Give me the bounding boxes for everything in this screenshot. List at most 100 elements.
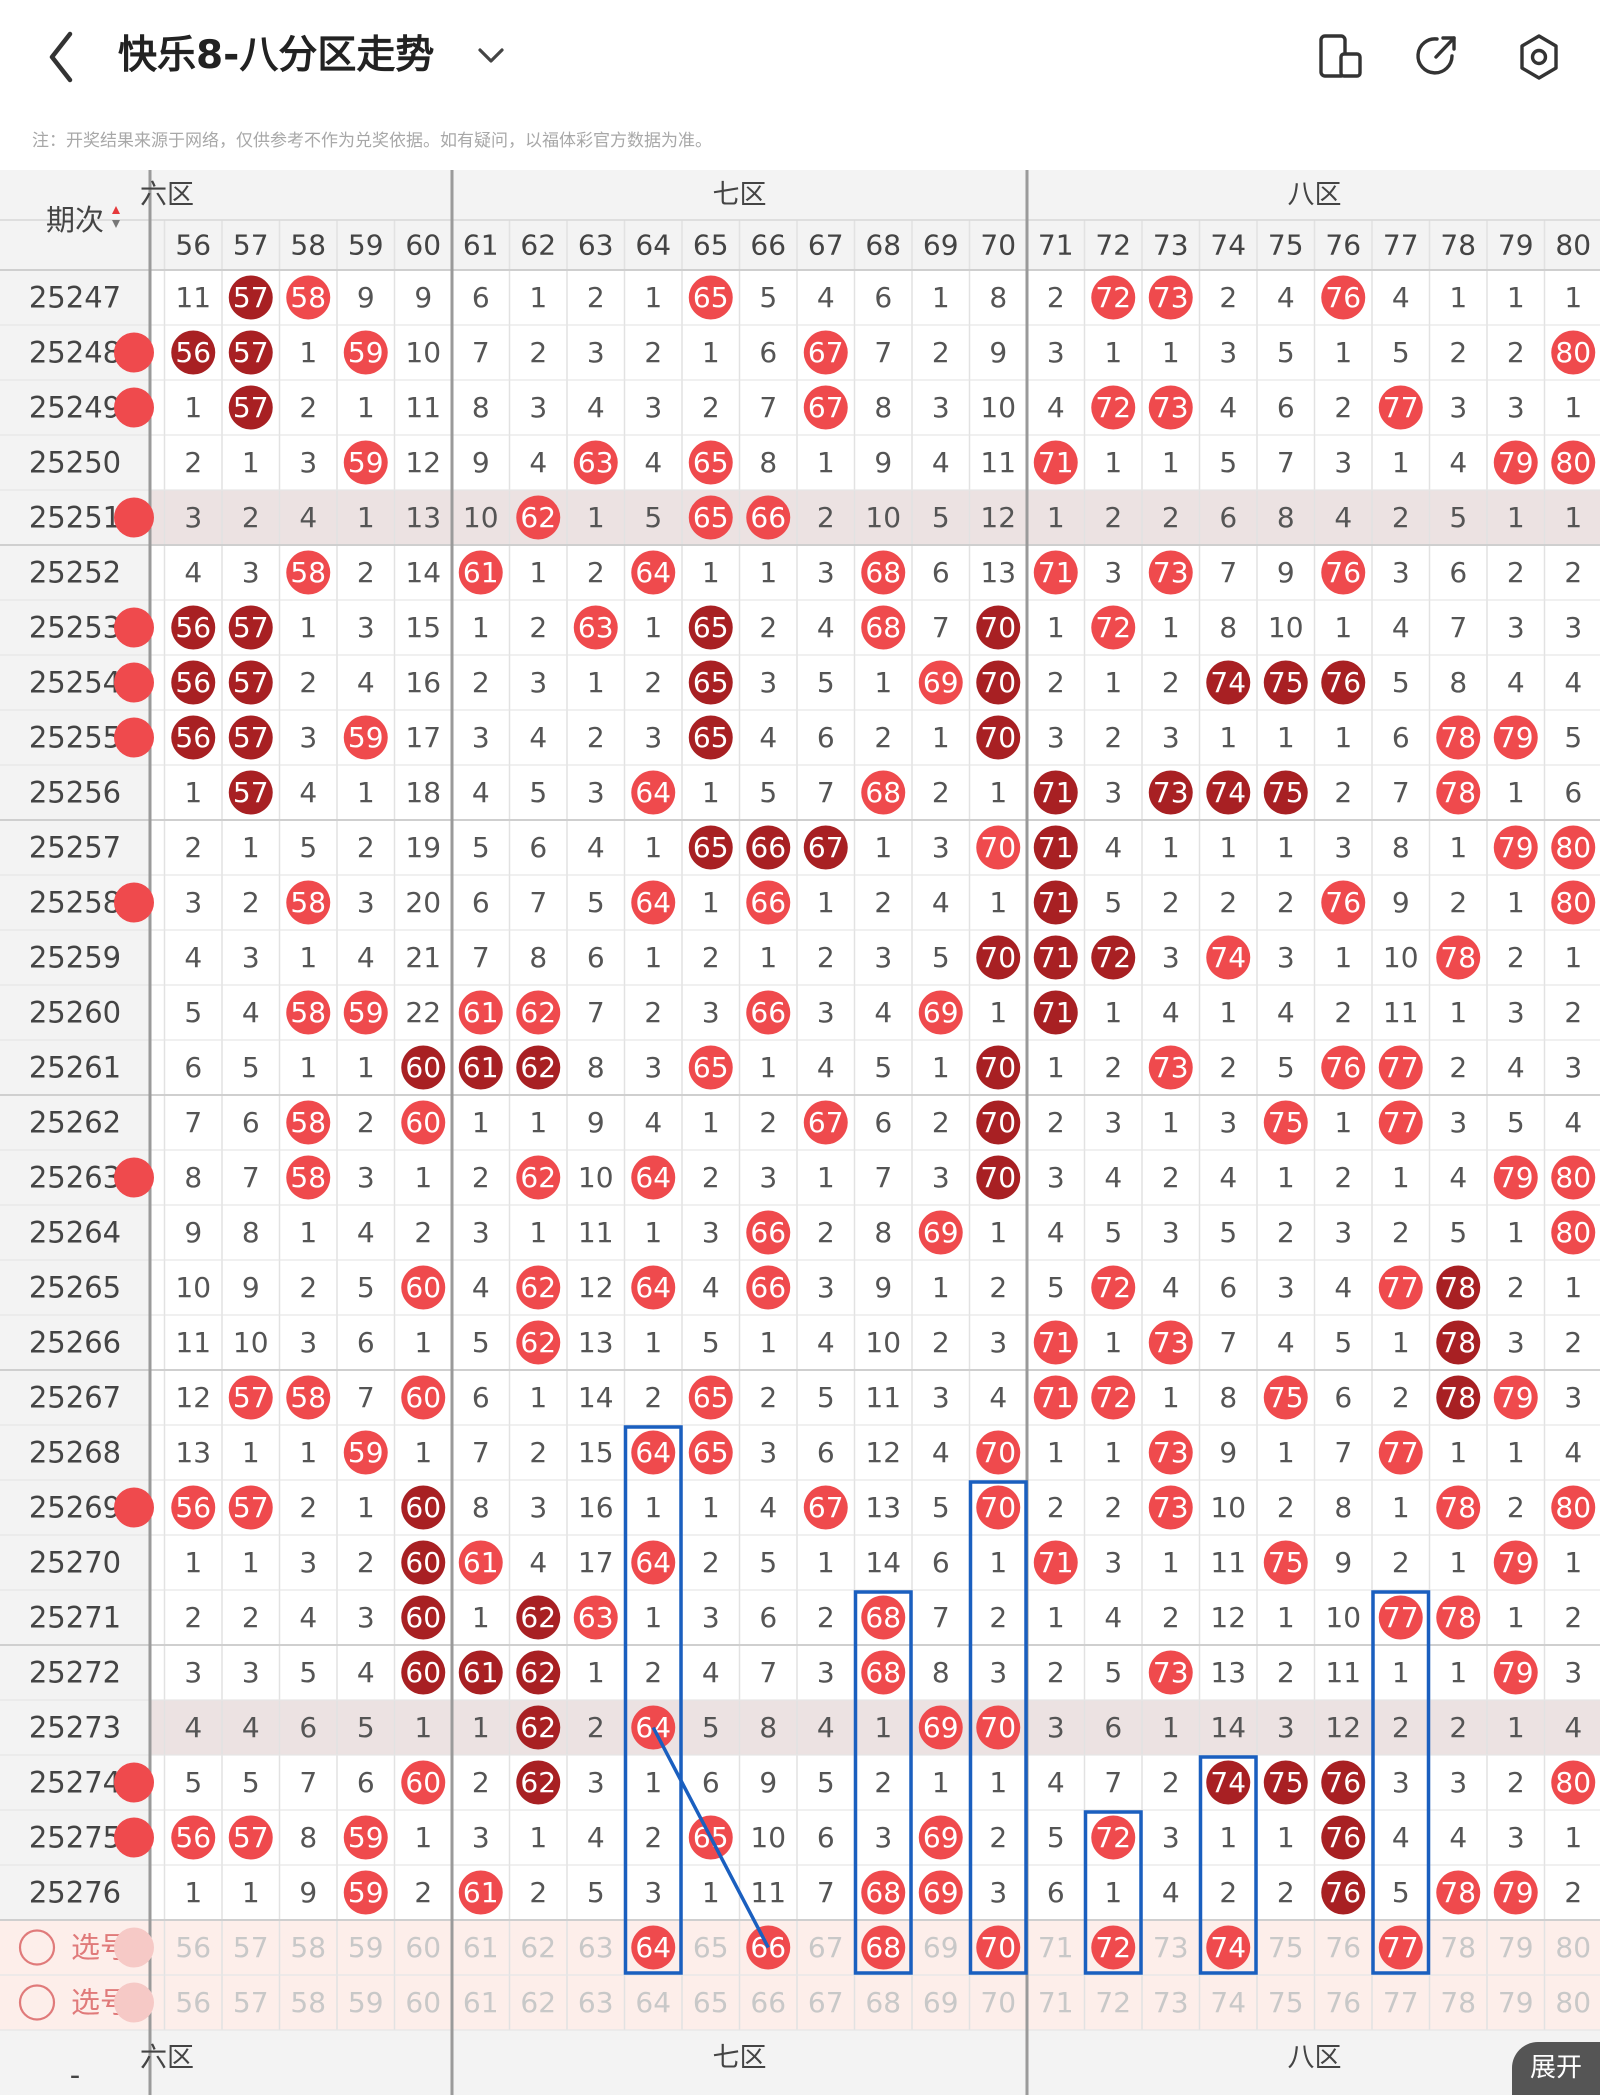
number-header: 63 [578,229,614,262]
hit-ball [343,715,388,760]
pick-radio-icon[interactable] [18,1929,56,1966]
chevron-down-icon[interactable] [474,38,508,74]
hit-ball [573,1595,618,1640]
hit-ball [343,1815,388,1860]
hit-ball [1263,1375,1308,1420]
miss-count: 8 [932,1656,950,1689]
selected-ball[interactable] [1206,1925,1251,1970]
miss-count: 3 [472,1821,490,1854]
back-chevron-icon[interactable] [38,24,88,90]
miss-count: 2 [242,501,260,534]
miss-count: 5 [702,1326,720,1359]
hit-ball [861,1650,906,1695]
hit-number: 64 [635,556,671,589]
pick-row[interactable]: 选号 56 57 58 59 60 61 62 63 64 65 66 67 68 69 70 71 72 73 74… [18,1925,1591,1970]
hit-number: 72 [1095,281,1131,314]
pick-row[interactable]: 选号 56 57 58 59 60 61 62 63 64 65 66 67 68 69 70 71 72 73 74… [18,1982,1591,2023]
miss-count: 9 [184,1216,202,1249]
miss-count: 3 [1104,556,1122,589]
miss-count: 5 [357,1271,375,1304]
hit-number: 75 [1268,1106,1304,1139]
miss-count: 7 [357,1381,375,1414]
hit-ball [1033,1320,1078,1365]
hit-ball [1551,1155,1596,1200]
hit-number: 65 [693,1436,729,1469]
hit-number: 58 [290,996,326,1029]
miss-count: 2 [874,1766,892,1799]
device-split-icon[interactable] [1316,30,1366,84]
miss-count: 2 [644,666,662,699]
miss-count: 1 [817,886,835,919]
sort-icon[interactable] [112,206,120,228]
selected-ball[interactable] [976,1925,1021,1970]
hit-number: 69 [923,1876,959,1909]
miss-count: 1 [1334,611,1352,644]
selected-ball[interactable] [1091,1925,1136,1970]
hit-number: 59 [348,996,384,1029]
miss-count: 1 [644,1766,662,1799]
miss-count: 3 [299,721,317,754]
miss-count: 3 [184,886,202,919]
miss-count: 1 [1277,721,1295,754]
hit-ball [1321,880,1366,925]
miss-count: 1 [1162,446,1180,479]
period-column-background [0,170,150,1920]
miss-count: 8 [1277,501,1295,534]
miss-count: 8 [989,281,1007,314]
hit-ball [688,715,733,760]
miss-count: 1 [529,556,547,589]
hit-number: 73 [1153,556,1189,589]
number-header: 67 [808,229,844,262]
miss-count: 6 [357,1766,375,1799]
number-header: 75 [1268,229,1304,262]
pick-number: 80 [1555,1986,1591,2019]
hit-number: 71 [1038,1326,1074,1359]
miss-count: 2 [529,336,547,369]
hit-ball [976,825,1021,870]
hit-ball [631,550,676,595]
miss-count: 21 [405,941,441,974]
hit-ball [803,1100,848,1145]
miss-count: 5 [1104,886,1122,919]
hit-number: 65 [693,666,729,699]
selected-ball[interactable] [631,1925,676,1970]
table-row: 25254 56 57 2 4 16 2 3 1 2 65 3 5 1 69 70 2 1 2 74 75 76 5 8 4 4 [29,660,1582,705]
miss-count: 1 [1392,1656,1410,1689]
selected-ball[interactable] [1378,1925,1423,1970]
miss-count: 4 [1219,391,1237,424]
miss-count: 3 [1047,1711,1065,1744]
miss-count: 4 [1334,1271,1352,1304]
expand-button[interactable]: 展开 [1512,2042,1600,2095]
miss-count: 1 [1564,941,1582,974]
issue-number: 25257 [29,831,121,865]
hit-number: 59 [348,721,384,754]
miss-count: 5 [242,1766,260,1799]
hit-number: 61 [463,1051,499,1084]
miss-count: 1 [989,886,1007,919]
hit-number: 65 [693,1051,729,1084]
miss-count: 1 [932,1766,950,1799]
miss-count: 7 [817,776,835,809]
miss-count: 1 [529,1106,547,1139]
pick-number: 65 [693,1931,729,1964]
table-row: 25265 10 9 2 5 60 4 62 12 64 4 66 3 9 1 2 5 72 4 6 3 4 77 78 2 1 [29,1265,1582,1310]
miss-count: 1 [1564,391,1582,424]
selected-number: 64 [635,1931,671,1964]
hit-number: 65 [693,501,729,534]
miss-count: 1 [989,1766,1007,1799]
table-row: 25273 4 4 6 5 1 1 62 2 64 5 8 4 1 69 70 3 6 1 14 3 12 2 2 1 4 [29,1705,1582,1750]
miss-count: 7 [472,1436,490,1469]
settings-hexagon-icon[interactable] [1514,30,1564,84]
pick-radio-icon[interactable] [18,1984,56,2021]
miss-count: 3 [702,1601,720,1634]
hit-number: 66 [750,996,786,1029]
miss-count: 8 [759,446,777,479]
issue-number: 25261 [29,1051,121,1085]
miss-count: 6 [1104,1711,1122,1744]
selected-ball[interactable] [861,1925,906,1970]
miss-count: 3 [184,501,202,534]
hit-number: 61 [463,1876,499,1909]
share-arrow-icon[interactable] [1412,30,1462,84]
number-header: 74 [1210,229,1246,262]
miss-count: 1 [932,281,950,314]
